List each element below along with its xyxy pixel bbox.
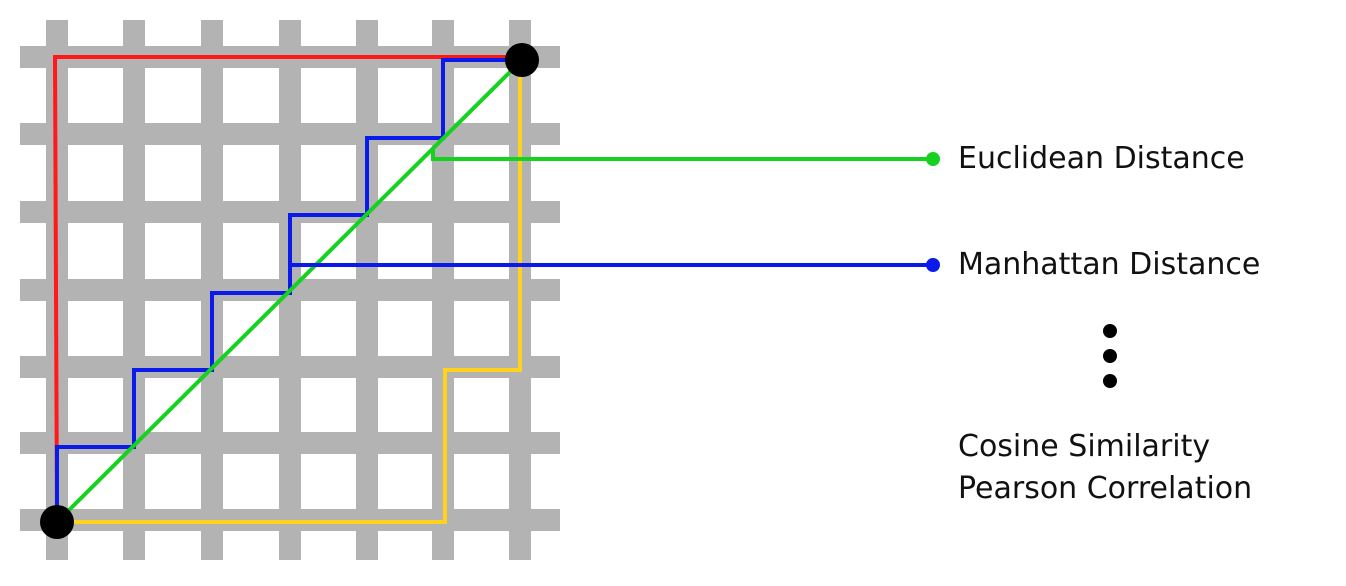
grid-horizontal-street — [20, 432, 560, 454]
euclidean-leader-dot — [926, 152, 940, 166]
pearson-correlation-label: Pearson Correlation — [958, 471, 1253, 506]
euclidean-distance-label: Euclidean Distance — [958, 141, 1245, 176]
yellow-path — [57, 62, 522, 524]
manhattan-distance-label: Manhattan Distance — [958, 247, 1261, 282]
end-point — [505, 43, 539, 77]
ellipsis-dots — [1103, 324, 1117, 388]
ellipsis-dot — [1103, 374, 1117, 388]
grid-horizontal-street — [20, 356, 560, 378]
manhattan-leader-dot — [926, 258, 940, 272]
grid-vertical-street — [432, 20, 454, 560]
start-point — [40, 505, 74, 539]
euclidean-path — [55, 60, 522, 524]
red-path — [52, 55, 520, 523]
cosine-similarity-label: Cosine Similarity — [958, 429, 1211, 464]
grid-vertical-street — [356, 20, 378, 560]
ellipsis-dot — [1103, 324, 1117, 338]
ellipsis-dot — [1103, 349, 1117, 363]
euclidean-leader-line — [431, 148, 931, 161]
